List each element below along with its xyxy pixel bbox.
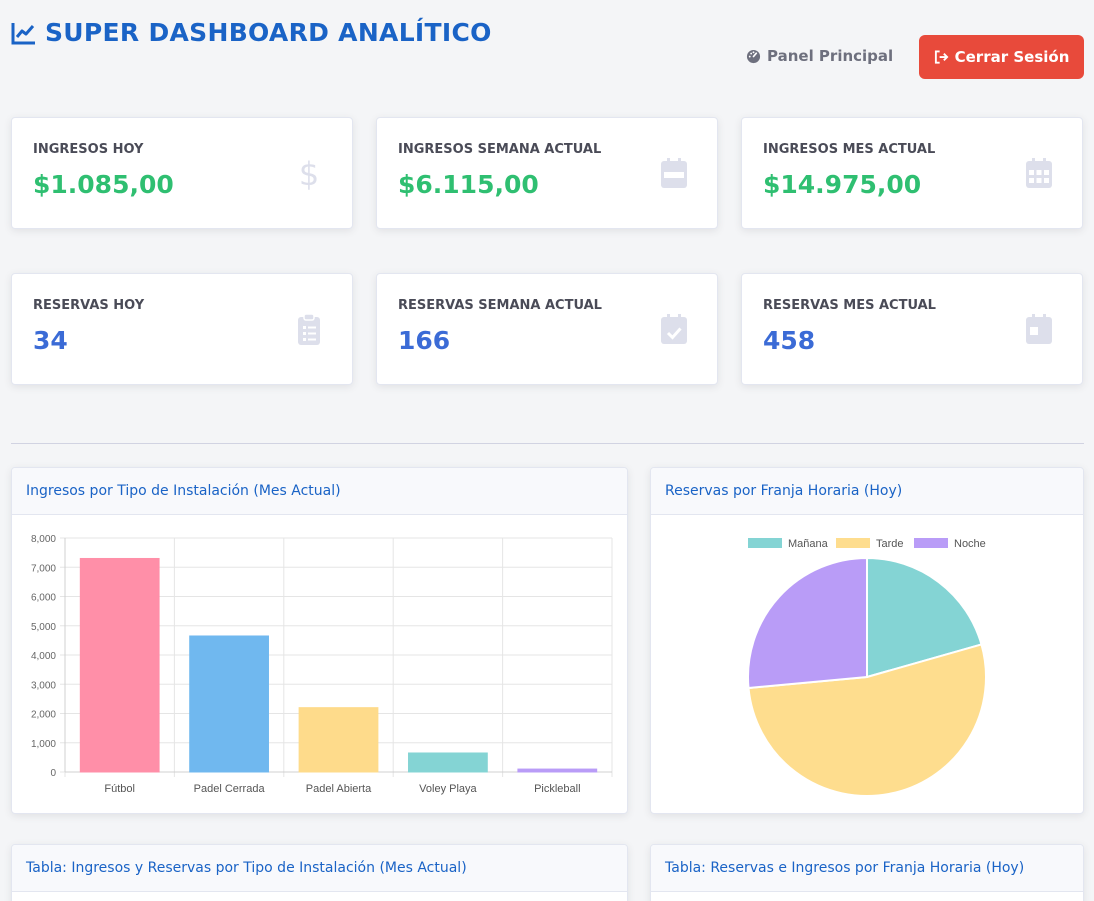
page-title: SUPER DASHBOARD ANALÍTICO: [45, 18, 492, 47]
legend-swatch: [748, 538, 782, 548]
x-tick-label: Voley Playa: [419, 783, 477, 795]
y-tick-label: 8,000: [31, 534, 56, 545]
y-tick-label: 3,000: [31, 680, 56, 691]
panel-table-timeslots: Tabla: Reservas e Ingresos por Franja Ho…: [650, 844, 1084, 901]
pie-slice-1[interactable]: [747, 643, 987, 797]
panel-title: Ingresos por Tipo de Instalación (Mes Ac…: [12, 468, 627, 515]
y-tick-label: 1,000: [31, 739, 56, 750]
nav-panel-principal[interactable]: Panel Principal: [746, 47, 893, 65]
bar-chart: 0 1,000 2,000 3,000 4,000 5,000 6,000 7,000 8,00…: [31, 534, 613, 795]
y-tick-label: 7,000: [31, 563, 56, 574]
legend-label[interactable]: Mañana: [788, 538, 829, 550]
panel-pie-chart: Reservas por Franja Horaria (Hoy) Mañana…: [650, 467, 1084, 814]
pie-slice-2[interactable]: [747, 556, 868, 690]
y-tick-label: 2,000: [31, 710, 56, 721]
panel-title: Tabla: Reservas e Ingresos por Franja Ho…: [651, 845, 1083, 892]
legend-swatch: [914, 538, 948, 548]
card-bookings-today: RESERVAS HOY 34: [11, 273, 353, 385]
pie-slice-0[interactable]: [866, 556, 983, 679]
calendar-grid-icon: [1026, 158, 1052, 188]
card-income-today: INGRESOS HOY $1.085,00 $: [11, 117, 353, 229]
sign-out-icon: [934, 50, 949, 64]
x-tick-label: Padel Cerrada: [194, 783, 266, 795]
card-value: 166: [398, 326, 451, 355]
legend-label[interactable]: Noche: [954, 538, 986, 550]
card-income-month: INGRESOS MES ACTUAL $14.975,00: [741, 117, 1083, 229]
legend-swatch: [836, 538, 870, 548]
header: SUPER DASHBOARD ANALÍTICO Panel Principa…: [0, 0, 1094, 90]
card-income-week: INGRESOS SEMANA ACTUAL $6.115,00: [376, 117, 718, 229]
svg-text:$: $: [299, 156, 319, 190]
dollar-icon: $: [299, 156, 319, 190]
y-tick-label: 6,000: [31, 593, 56, 604]
bar-4[interactable]: [517, 768, 598, 773]
line-chart-icon: [11, 22, 35, 44]
card-value: 34: [33, 326, 68, 355]
bar-0[interactable]: [79, 557, 160, 773]
brand: SUPER DASHBOARD ANALÍTICO: [11, 18, 492, 47]
card-label: INGRESOS MES ACTUAL: [763, 142, 936, 157]
card-value: $1.085,00: [33, 170, 174, 199]
card-label: RESERVAS HOY: [33, 298, 145, 313]
card-value: $6.115,00: [398, 170, 539, 199]
calendar-icon: [661, 158, 687, 188]
card-bookings-month: RESERVAS MES ACTUAL 458: [741, 273, 1083, 385]
panel-table-installations: Tabla: Ingresos y Reservas por Tipo de I…: [11, 844, 628, 901]
panel-title: Tabla: Ingresos y Reservas por Tipo de I…: [12, 845, 627, 892]
section-divider: [11, 443, 1084, 444]
gauge-icon: [746, 49, 761, 63]
card-value: 458: [763, 326, 816, 355]
logout-button[interactable]: Cerrar Sesión: [919, 35, 1084, 79]
pie-chart-area: Mañana Tarde Noche: [651, 515, 1083, 813]
clipboard-icon: [298, 313, 320, 345]
legend-label[interactable]: Tarde: [876, 538, 904, 550]
panel-title: Reservas por Franja Horaria (Hoy): [651, 468, 1083, 515]
card-label: INGRESOS HOY: [33, 142, 144, 157]
x-tick-label: Padel Abierta: [306, 783, 372, 795]
logout-label: Cerrar Sesión: [954, 48, 1070, 66]
calendar-check-icon: [661, 314, 687, 344]
card-label: RESERVAS SEMANA ACTUAL: [398, 298, 602, 313]
y-tick-label: 0: [50, 768, 56, 779]
x-tick-label: Fútbol: [104, 783, 135, 795]
nav-label: Panel Principal: [767, 47, 894, 65]
x-tick-label: Pickleball: [534, 783, 580, 795]
calendar-day-icon: [1026, 314, 1052, 344]
bar-3[interactable]: [408, 752, 488, 773]
bar-1[interactable]: [189, 635, 269, 773]
bar-2[interactable]: [298, 707, 379, 773]
bar-chart-area: 0 1,000 2,000 3,000 4,000 5,000 6,000 7,000 8,00…: [12, 515, 627, 813]
card-label: RESERVAS MES ACTUAL: [763, 298, 936, 313]
panel-bar-chart: Ingresos por Tipo de Instalación (Mes Ac…: [11, 467, 628, 814]
pie-chart: Mañana Tarde Noche: [747, 538, 987, 797]
y-tick-label: 5,000: [31, 622, 56, 633]
card-value: $14.975,00: [763, 170, 922, 199]
y-tick-label: 4,000: [31, 651, 56, 662]
card-bookings-week: RESERVAS SEMANA ACTUAL 166: [376, 273, 718, 385]
card-label: INGRESOS SEMANA ACTUAL: [398, 142, 602, 157]
